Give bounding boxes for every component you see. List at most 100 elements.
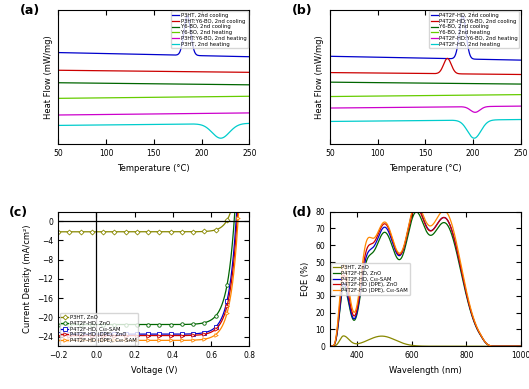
P3HT, 2nd cooling: [75, 51, 81, 55]
P4T2F-HD, 2nd cooling: [518, 58, 524, 63]
P3HT, 2nd cooling: [204, 53, 211, 58]
P4T2F-HD, C₆₀-SAM: [346, 302, 352, 307]
P4T2F-HD, C₆₀-SAM: [518, 344, 524, 349]
Y6-BO, 2nd heating: [518, 92, 524, 97]
Y6-BO, 2nd cooling: [346, 80, 352, 85]
P3HT:Y6-BO, 2nd cooling: [139, 69, 145, 74]
P4T2F-HD (DPE), C₆₀-SAM: [479, 336, 486, 340]
P4T2F-HD (DPE), C₆₀-SAM: [411, 209, 417, 214]
P4T2F-HD:Y6-BO, 2nd cooling: [444, 56, 451, 61]
P3HT, 2nd heating: [186, 122, 193, 126]
P3HT:Y6-BO, 2nd heating: [75, 112, 81, 117]
P3HT:Y6-BO, 2nd heating: [139, 112, 145, 116]
Line: Y6-BO, 2nd heating: Y6-BO, 2nd heating: [58, 96, 250, 98]
Line: P4T2F-HD:Y6-BO, 2nd cooling: P4T2F-HD:Y6-BO, 2nd cooling: [330, 58, 521, 75]
P4T2F-HD, 2nd heating: [326, 119, 333, 124]
P3HT, ZnO: [346, 338, 353, 342]
P3HT:Y6-BO, 2nd heating: [55, 113, 61, 117]
P3HT, ZnO: [404, 342, 411, 347]
P4T2F-HD (DPE), C₆₀-SAM: [409, 209, 415, 214]
P3HT, 2nd heating: [217, 136, 224, 140]
Y6-BO, 2nd cooling: [479, 81, 486, 86]
Legend: P3HT, ZnO, P4T2F-HD, ZnO, P4T2F-HD, C₆₀-SAM, P4T2F-HD (DPE), ZnO, P4T2F-HD (DPE): P3HT, ZnO, P4T2F-HD, ZnO, P4T2F-HD, C₆₀-…: [331, 263, 410, 294]
P4T2F-HD (DPE), C₆₀-SAM: [518, 344, 524, 349]
P4T2F-HD, ZnO: [413, 210, 419, 214]
P4T2F-HD:Y6-BO, 2nd heating: [476, 108, 482, 113]
Line: P3HT:Y6-BO, 2nd heating: P3HT:Y6-BO, 2nd heating: [58, 113, 250, 115]
X-axis label: Wavelength (nm): Wavelength (nm): [389, 366, 462, 375]
P4T2F-HD:Y6-BO, 2nd cooling: [518, 72, 524, 77]
Line: Y6-BO, 2nd heating: Y6-BO, 2nd heating: [330, 95, 521, 96]
Y6-BO, 2nd cooling: [204, 82, 211, 87]
Text: (b): (b): [291, 4, 312, 18]
Legend: P3HT, 2nd cooling, P3HT:Y6-BO, 2nd cooling, Y6-BO, 2nd cooling, Y6-BO, 2nd heati: P3HT, 2nd cooling, P3HT:Y6-BO, 2nd cooli…: [170, 11, 248, 49]
Y-axis label: Heat Flow (mW/mg): Heat Flow (mW/mg): [43, 35, 52, 119]
P4T2F-HD, 2nd heating: [411, 118, 417, 123]
P4T2F-HD, ZnO: [518, 344, 524, 349]
P4T2F-HD (DPE), ZnO: [476, 330, 482, 335]
P4T2F-HD, C₆₀-SAM: [479, 336, 486, 341]
P3HT, 2nd cooling: [184, 14, 190, 18]
P4T2F-HD (DPE), ZnO: [479, 336, 486, 341]
P4T2F-HD, ZnO: [476, 331, 482, 335]
Y6-BO, 2nd heating: [404, 93, 411, 98]
P4T2F-HD, 2nd heating: [518, 117, 524, 122]
P4T2F-HD, ZnO: [404, 237, 411, 241]
Line: P4T2F-HD, C₆₀-SAM: P4T2F-HD, C₆₀-SAM: [330, 212, 521, 346]
P4T2F-HD (DPE), ZnO: [410, 209, 416, 214]
P4T2F-HD, 2nd heating: [346, 119, 352, 124]
P3HT:Y6-BO, 2nd heating: [207, 111, 214, 116]
P4T2F-HD, C₆₀-SAM: [404, 231, 411, 236]
P4T2F-HD, C₆₀-SAM: [458, 268, 464, 273]
Line: Y6-BO, 2nd cooling: Y6-BO, 2nd cooling: [58, 83, 250, 85]
P3HT, 2nd heating: [139, 122, 145, 127]
P4T2F-HD:Y6-BO, 2nd cooling: [404, 71, 411, 76]
P3HT, ZnO: [411, 343, 417, 348]
Y6-BO, 2nd heating: [186, 95, 193, 99]
P4T2F-HD, 2nd heating: [458, 121, 464, 125]
Y6-BO, 2nd cooling: [404, 81, 411, 85]
P4T2F-HD, ZnO: [326, 344, 333, 349]
Y6-BO, 2nd heating: [75, 96, 81, 100]
Line: P3HT, 2nd heating: P3HT, 2nd heating: [58, 123, 250, 138]
P4T2F-HD, 2nd cooling: [346, 54, 352, 59]
P3HT:Y6-BO, 2nd heating: [132, 112, 139, 116]
P4T2F-HD, 2nd cooling: [476, 57, 482, 61]
Y6-BO, 2nd heating: [326, 94, 333, 99]
Y6-BO, 2nd cooling: [132, 81, 139, 86]
P3HT, 2nd cooling: [247, 54, 253, 59]
P3HT:Y6-BO, 2nd heating: [247, 110, 253, 115]
Line: P4T2F-HD (DPE), ZnO: P4T2F-HD (DPE), ZnO: [330, 212, 521, 346]
P4T2F-HD (DPE), C₆₀-SAM: [458, 264, 464, 269]
Y6-BO, 2nd heating: [55, 96, 61, 101]
Line: P3HT, ZnO: P3HT, ZnO: [330, 336, 521, 346]
P4T2F-HD, 2nd heating: [471, 136, 477, 140]
P3HT, ZnO: [326, 344, 333, 349]
P3HT, ZnO: [458, 344, 464, 349]
P3HT, 2nd cooling: [55, 50, 61, 55]
P4T2F-HD:Y6-BO, 2nd cooling: [326, 70, 333, 75]
P4T2F-HD (DPE), C₆₀-SAM: [346, 290, 352, 294]
P3HT:Y6-BO, 2nd heating: [186, 111, 193, 116]
Y6-BO, 2nd cooling: [75, 81, 81, 85]
P3HT, 2nd heating: [204, 126, 211, 130]
P4T2F-HD, C₆₀-SAM: [411, 209, 417, 214]
Line: P4T2F-HD (DPE), C₆₀-SAM: P4T2F-HD (DPE), C₆₀-SAM: [330, 212, 521, 346]
Y6-BO, 2nd heating: [139, 95, 145, 100]
Y6-BO, 2nd cooling: [139, 81, 145, 86]
P4T2F-HD (DPE), ZnO: [411, 209, 417, 214]
P4T2F-HD:Y6-BO, 2nd heating: [411, 105, 417, 110]
Y6-BO, 2nd cooling: [458, 81, 464, 86]
Y6-BO, 2nd cooling: [476, 81, 482, 86]
Line: P4T2F-HD:Y6-BO, 2nd heating: P4T2F-HD:Y6-BO, 2nd heating: [330, 106, 521, 112]
P3HT, 2nd heating: [207, 129, 214, 133]
Y6-BO, 2nd heating: [132, 95, 139, 100]
Y6-BO, 2nd heating: [458, 93, 464, 98]
P3HT:Y6-BO, 2nd cooling: [55, 68, 61, 73]
P4T2F-HD (DPE), ZnO: [326, 344, 333, 349]
P3HT, 2nd cooling: [132, 52, 139, 56]
P4T2F-HD, 2nd heating: [404, 118, 411, 123]
Legend: P4T2F-HD, 2nd cooling, P4T2F-HD:Y6-BO, 2nd cooling, Y6-BO, 2nd cooling, Y6-BO, 2: P4T2F-HD, 2nd cooling, P4T2F-HD:Y6-BO, 2…: [429, 11, 519, 49]
Y-axis label: Current Density (mA/cm²): Current Density (mA/cm²): [23, 225, 32, 333]
P3HT, 2nd heating: [75, 123, 81, 128]
